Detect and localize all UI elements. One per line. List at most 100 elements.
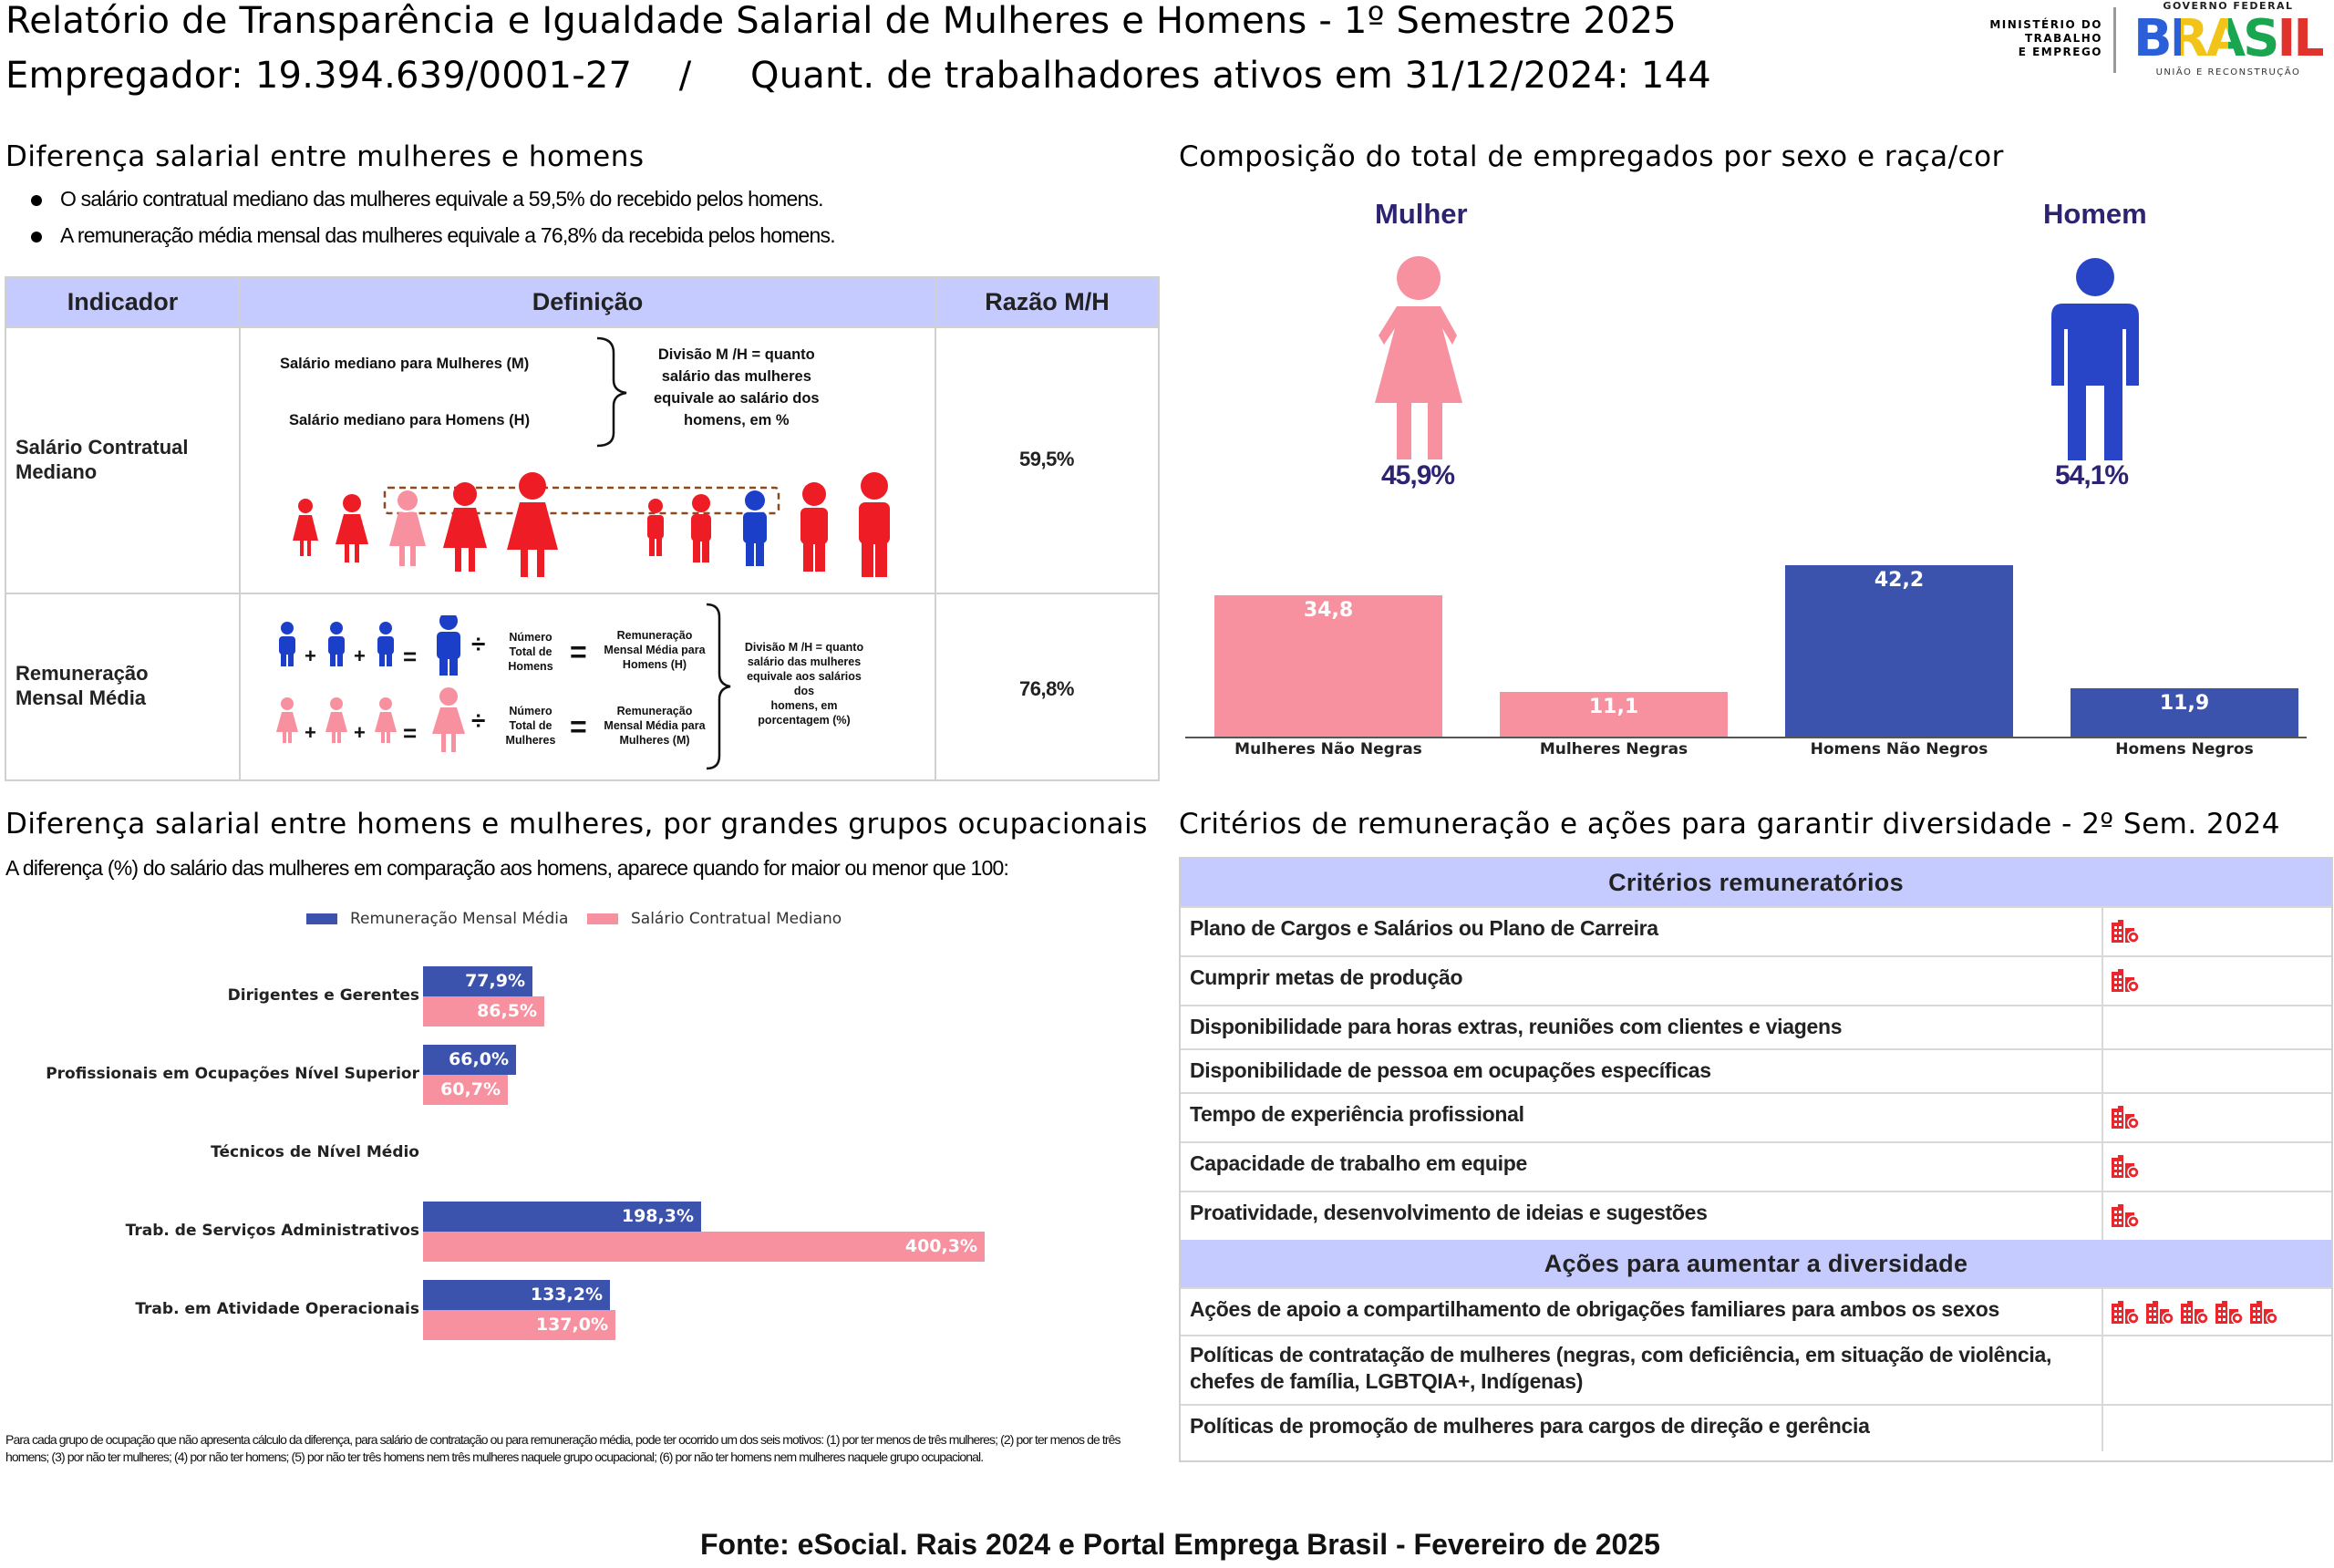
def-line: homens, em % <box>684 412 790 428</box>
occupation-subtitle: A diferença (%) do salário das mulheres … <box>5 856 1009 880</box>
def-division-median: Divisão M /H = quanto salário das mulher… <box>654 344 820 431</box>
def-line: dos <box>793 685 815 697</box>
divide-sign: ÷ <box>471 630 486 658</box>
legend-swatch <box>587 913 618 924</box>
bullet-text: A remuneração média mensal das mulheres … <box>60 223 836 247</box>
woman-figure-icon <box>293 499 318 556</box>
ministry-line: E EMPREGO <box>2018 46 2102 58</box>
criteria-row-text: Capacidade de trabalho em equipe <box>1190 1151 1528 1175</box>
criteria-row: Ações de apoio a compartilhamento de obr… <box>1181 1287 2331 1335</box>
equals-sign: = <box>570 710 587 743</box>
woman-figure-icon <box>507 472 558 577</box>
row-label-median: Salário Contratual Mediano <box>15 435 188 484</box>
def-line: Mensal Média para <box>604 644 706 656</box>
occupation-bar-value: 60,7% <box>440 1079 501 1099</box>
criteria-icons <box>2111 1203 2140 1233</box>
man-figure-icon <box>743 490 767 566</box>
bullet-dot <box>31 231 42 242</box>
legend-label: Remuneração Mensal Média <box>350 910 569 928</box>
man-figure-icon <box>647 499 664 556</box>
criteria-block-header: Ações para aumentar a diversidade <box>1181 1240 2331 1287</box>
gov-bottom-text: UNIÃO E RECONSTRUÇÃO <box>2155 67 2301 77</box>
occupation-category-label: Profissionais em Ocupações Nível Superio… <box>46 1065 419 1083</box>
occupation-category-label: Trab. de Serviços Administrativos <box>125 1222 419 1240</box>
criteria-icons <box>2111 919 2140 948</box>
occupation-bar-median <box>423 1075 508 1105</box>
def-line: Divisão M /H = quanto <box>744 641 864 654</box>
table-divider <box>6 326 1158 328</box>
woman-figure-icon <box>336 494 368 562</box>
report-title: Relatório de Transparência e Igualdade S… <box>5 0 1677 42</box>
race-composition-chart: 34,8 Mulheres Não Negras 11,1 Mulheres Negr… <box>1185 547 2307 766</box>
row-label-line: Mensal Média <box>15 686 147 709</box>
company-building-icon <box>2249 1300 2278 1329</box>
indicator-table: Indicador Definição Razão M/H Salário Co… <box>5 276 1160 781</box>
company-building-icon <box>2145 1300 2174 1329</box>
woman-percentage: 45,9% <box>1381 460 1455 490</box>
employer-line: Empregador: 19.394.639/0001-27 / Quant. … <box>5 55 1711 97</box>
def-line: Mulheres (M) <box>619 734 690 747</box>
def-line: Homens (H) <box>622 658 687 671</box>
plus-sign: + <box>354 721 366 744</box>
table-divider <box>239 278 241 779</box>
criteria-row-text: Proatividade, desenvolvimento de ideias … <box>1190 1201 1708 1224</box>
chart-baseline <box>1185 737 2307 738</box>
def-line: homens, em <box>770 699 838 712</box>
brasil-wordmark: BRASIL <box>2128 14 2329 65</box>
occupation-category-label: Dirigentes e Gerentes <box>227 986 419 1005</box>
criteria-heading: Critérios de remuneração e ações para ga… <box>1179 808 2280 841</box>
occupation-bar-median <box>423 1232 985 1262</box>
divide-sign: ÷ <box>471 707 486 735</box>
bar-1 <box>1500 692 1728 737</box>
bar-3 <box>2071 688 2298 737</box>
criteria-table: Critérios remuneratórios Plano de Cargos … <box>1179 857 2333 1462</box>
criteria-row-text: Ações de apoio a compartilhamento de obr… <box>1190 1297 1999 1321</box>
def-line: Total de <box>509 645 553 658</box>
man-figure-icon <box>691 494 711 562</box>
row-label-line: Mediano <box>15 460 98 483</box>
occupation-bar-value: 400,3% <box>904 1236 977 1256</box>
equals-sign: = <box>570 635 587 668</box>
gov-top-text: GOVERNO FEDERAL <box>2163 0 2294 12</box>
equals-sign: = <box>403 643 418 670</box>
salary-diff-heading: Diferença salarial entre mulheres e home… <box>5 140 645 173</box>
ministry-line: MINISTÉRIO DO <box>1989 18 2102 31</box>
def-line: Homens <box>508 660 553 673</box>
table-divider <box>2102 1287 2103 1451</box>
def-men-median: Salário mediano para Homens (H) <box>289 412 531 428</box>
company-building-icon <box>2111 919 2140 948</box>
occupation-category-label: Técnicos de Nível Médio <box>211 1143 419 1161</box>
criteria-row: Disponibilidade para horas extras, reuni… <box>1181 1005 2331 1048</box>
occupation-bar-median <box>423 1310 615 1340</box>
def-line: porcentagem (%) <box>758 714 851 727</box>
company-building-icon <box>2215 1300 2244 1329</box>
row-label-average: Remuneração Mensal Média <box>15 661 149 710</box>
woman-figure-icon <box>432 687 465 752</box>
criteria-block-header: Critérios remuneratórios <box>1181 859 2331 906</box>
occupation-bar-value: 66,0% <box>449 1049 509 1069</box>
def-line: salário das mulheres <box>747 655 862 668</box>
bar-category-label: Homens Negros <box>2115 740 2254 758</box>
criteria-row-text: Políticas de promoção de mulheres para c… <box>1190 1414 1870 1438</box>
occupation-heading: Diferença salarial entre homens e mulher… <box>5 808 1148 841</box>
woman-figure-icon <box>389 490 426 566</box>
def-line: equivale ao salário dos <box>654 390 820 407</box>
def-division-average: Divisão M /H = quanto salário das mulher… <box>736 640 873 727</box>
def-women-median: Salário mediano para Mulheres (M) <box>280 356 530 372</box>
man-figure-icon <box>377 622 394 666</box>
company-building-icon <box>2111 1203 2140 1233</box>
criteria-row-text: Cumprir metas de produção <box>1190 965 1463 989</box>
col-indicator-header: Indicador <box>6 278 239 326</box>
legend-median: Salário Contratual Mediano <box>587 910 842 928</box>
equals-sign: = <box>403 719 418 747</box>
num-total-women: Número Total de Mulheres <box>499 704 563 748</box>
criteria-row-text: Políticas de contratação de mulheres (ne… <box>1190 1343 2052 1393</box>
bullet-dot <box>31 194 42 206</box>
company-building-icon <box>2180 1300 2209 1329</box>
ministry-logo: MINISTÉRIO DO TRABALHO E EMPREGO <box>1958 18 2102 59</box>
man-label: Homem <box>2043 198 2147 230</box>
criteria-icons <box>2111 1300 2278 1329</box>
man-large-icon <box>2051 258 2139 460</box>
occupation-bar-value: 86,5% <box>477 1001 537 1021</box>
occupation-bar-value: 133,2% <box>530 1284 603 1305</box>
